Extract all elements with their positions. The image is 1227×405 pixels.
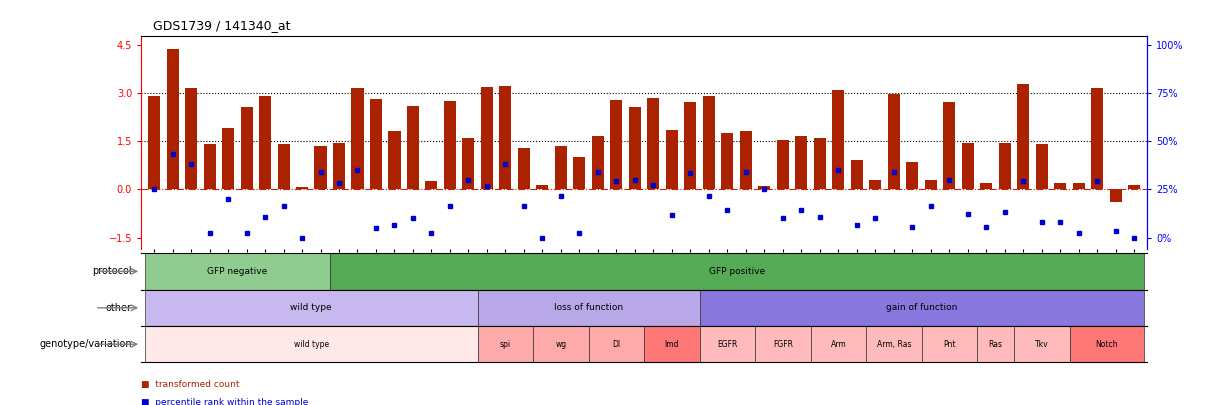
Bar (648, 98, 659, 190)
Text: Tkv: Tkv (1036, 340, 1049, 349)
Text: ■  percentile rank within the sample: ■ percentile rank within the sample (141, 399, 308, 405)
Bar (555, 146, 567, 190)
Bar (685, 102, 697, 190)
Text: GFP positive: GFP positive (708, 267, 764, 276)
Bar (1070, 326, 1144, 362)
Bar (591, 136, 604, 190)
Bar (573, 157, 585, 190)
Bar (185, 88, 198, 190)
Text: FGFR: FGFR (773, 340, 793, 349)
Bar (277, 144, 290, 190)
Bar (145, 290, 477, 326)
Text: genotype/variation: genotype/variation (39, 339, 131, 349)
Bar (534, 326, 589, 362)
Bar (814, 138, 826, 190)
Text: GFP negative: GFP negative (207, 267, 267, 276)
Text: Imd: Imd (665, 340, 680, 349)
Bar (777, 140, 789, 190)
Bar (870, 180, 881, 190)
Bar (666, 130, 679, 190)
Bar (314, 146, 326, 190)
Bar (977, 326, 1014, 362)
Text: Ras: Ras (989, 340, 1002, 349)
Bar (699, 326, 755, 362)
Text: Dl: Dl (612, 340, 621, 349)
Bar (703, 96, 715, 190)
Bar (426, 181, 438, 190)
Text: GDS1739 / 141340_at: GDS1739 / 141340_at (153, 19, 291, 32)
Bar (980, 183, 993, 190)
Bar (832, 90, 844, 190)
Bar (610, 100, 622, 190)
Bar (740, 132, 752, 190)
Bar (240, 107, 253, 190)
Text: wg: wg (556, 340, 567, 349)
Text: protocol: protocol (92, 266, 131, 276)
Text: gain of function: gain of function (886, 303, 957, 312)
Bar (259, 96, 271, 190)
Bar (721, 133, 734, 190)
Bar (204, 144, 216, 190)
Bar (888, 94, 899, 190)
Text: EGFR: EGFR (718, 340, 737, 349)
Bar (333, 143, 345, 190)
Bar (518, 147, 530, 190)
Bar (463, 138, 475, 190)
Bar (371, 99, 382, 190)
Bar (145, 253, 330, 290)
Bar (1129, 185, 1140, 190)
Text: ■  transformed count: ■ transformed count (141, 380, 239, 389)
Bar (477, 290, 699, 326)
Text: spi: spi (499, 340, 510, 349)
Bar (499, 86, 512, 190)
Bar (907, 162, 918, 190)
Bar (755, 326, 811, 362)
Bar (1014, 326, 1070, 362)
Bar (1109, 190, 1121, 202)
Bar (407, 106, 418, 190)
Bar (795, 136, 807, 190)
Bar (477, 326, 534, 362)
Bar (962, 143, 974, 190)
Text: Arm: Arm (831, 340, 847, 349)
Text: Notch: Notch (1096, 340, 1118, 349)
Bar (644, 326, 699, 362)
Bar (1017, 84, 1029, 190)
Bar (145, 326, 477, 362)
Bar (1054, 183, 1066, 190)
Bar (351, 88, 363, 190)
Bar (389, 132, 400, 190)
Bar (699, 290, 1144, 326)
Bar (999, 143, 1011, 190)
Bar (850, 160, 863, 190)
Bar (866, 326, 921, 362)
Text: Arm, Ras: Arm, Ras (876, 340, 912, 349)
Bar (330, 253, 1144, 290)
Bar (1072, 183, 1085, 190)
Bar (758, 186, 771, 190)
Text: wild type: wild type (291, 303, 333, 312)
Bar (148, 96, 160, 190)
Bar (296, 187, 308, 190)
Text: other: other (106, 303, 131, 313)
Bar (536, 185, 548, 190)
Bar (444, 101, 456, 190)
Bar (1091, 88, 1103, 190)
Text: Pnt: Pnt (944, 340, 956, 349)
Text: wild type: wild type (293, 340, 329, 349)
Bar (925, 180, 937, 190)
Text: loss of function: loss of function (555, 303, 623, 312)
Bar (944, 102, 956, 190)
Bar (222, 128, 234, 190)
Bar (811, 326, 866, 362)
Bar (167, 49, 179, 190)
Bar (629, 107, 640, 190)
Bar (921, 326, 977, 362)
Bar (1036, 144, 1048, 190)
Bar (589, 326, 644, 362)
Bar (481, 87, 493, 190)
